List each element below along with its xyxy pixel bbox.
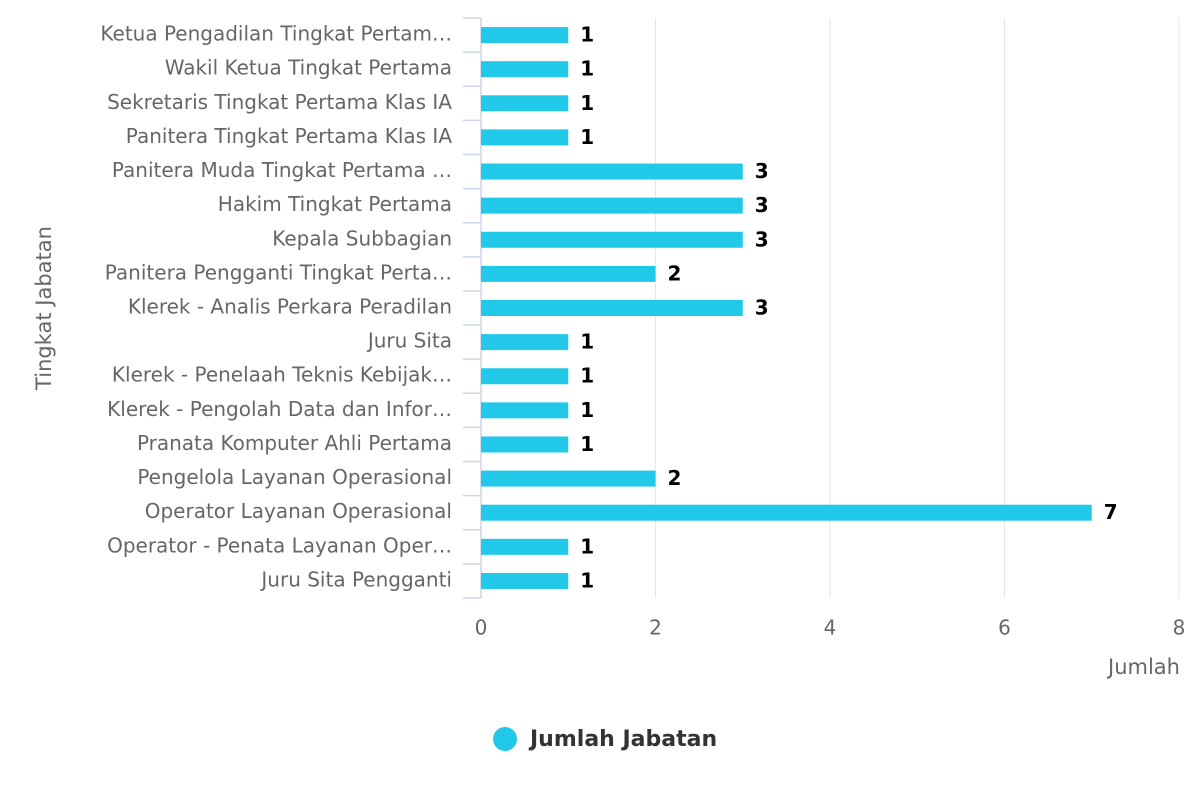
bar xyxy=(481,402,569,419)
y-tick-label: Pengelola Layanan Operasional xyxy=(137,465,452,489)
y-tick-label: Panitera Pengganti Tingkat Perta… xyxy=(105,260,452,284)
bar xyxy=(481,95,569,112)
y-tick-label: Pranata Komputer Ahli Pertama xyxy=(137,431,452,455)
y-tick-label: Kepala Subbagian xyxy=(272,226,452,250)
y-tick-label: Wakil Ketua Tingkat Pertama xyxy=(165,56,452,80)
y-tick-label: Hakim Tingkat Pertama xyxy=(218,192,452,216)
bar xyxy=(481,572,569,589)
y-tick-label: Operator Layanan Operasional xyxy=(145,499,452,523)
bar xyxy=(481,334,569,351)
bar xyxy=(481,61,569,78)
data-label: 1 xyxy=(580,125,594,149)
bar xyxy=(481,300,743,316)
data-label: 2 xyxy=(668,261,682,285)
y-tick-label: Juru Sita Pengganti xyxy=(259,567,452,591)
x-tick-label: 8 xyxy=(1173,616,1186,640)
y-tick-label: Operator - Penata Layanan Oper… xyxy=(107,533,452,557)
bar xyxy=(481,129,569,146)
data-label: 1 xyxy=(580,364,594,388)
bar xyxy=(481,197,743,214)
data-label: 1 xyxy=(580,91,594,115)
legend-marker[interactable] xyxy=(493,727,517,751)
bar xyxy=(481,265,656,282)
y-axis-title: Tingkat Jabatan xyxy=(32,226,56,391)
x-tick-label: 6 xyxy=(998,616,1011,640)
bar xyxy=(481,368,569,385)
data-label: 3 xyxy=(755,296,769,320)
y-tick-label: Panitera Muda Tingkat Pertama … xyxy=(112,158,452,182)
y-tick-label: Klerek - Pengolah Data dan Infor… xyxy=(107,397,452,421)
legend-label[interactable]: Jumlah Jabatan xyxy=(528,727,717,752)
y-tick-label: Ketua Pengadilan Tingkat Pertam… xyxy=(100,22,452,46)
data-label: 1 xyxy=(580,534,594,558)
data-label: 1 xyxy=(580,23,594,47)
data-label: 3 xyxy=(755,227,769,251)
y-tick-label: Panitera Tingkat Pertama Klas IA xyxy=(126,124,453,148)
y-tick-label: Sekretaris Tingkat Pertama Klas IA xyxy=(107,90,452,114)
data-label: 2 xyxy=(668,466,682,490)
data-label: 1 xyxy=(580,330,594,354)
data-label: 1 xyxy=(580,432,594,456)
bar xyxy=(481,538,569,555)
bar xyxy=(481,470,656,487)
x-tick-label: 2 xyxy=(649,616,662,640)
x-axis-title: Jumlah xyxy=(1106,655,1180,679)
data-label: 3 xyxy=(755,159,769,183)
bar xyxy=(481,27,569,44)
bar xyxy=(481,231,743,248)
y-tick-label: Juru Sita xyxy=(366,329,452,353)
bar xyxy=(481,163,743,180)
y-tick-label: Klerek - Penelaah Teknis Kebijak… xyxy=(112,363,452,387)
data-label: 7 xyxy=(1104,500,1118,524)
bar xyxy=(481,504,1092,521)
x-tick-label: 0 xyxy=(475,616,488,640)
data-label: 1 xyxy=(580,568,594,592)
bar xyxy=(481,436,569,453)
data-label: 3 xyxy=(755,193,769,217)
x-tick-label: 4 xyxy=(824,616,837,640)
y-tick-label: Klerek - Analis Perkara Peradilan xyxy=(128,295,452,319)
data-label: 1 xyxy=(580,398,594,422)
data-label: 1 xyxy=(580,57,594,81)
